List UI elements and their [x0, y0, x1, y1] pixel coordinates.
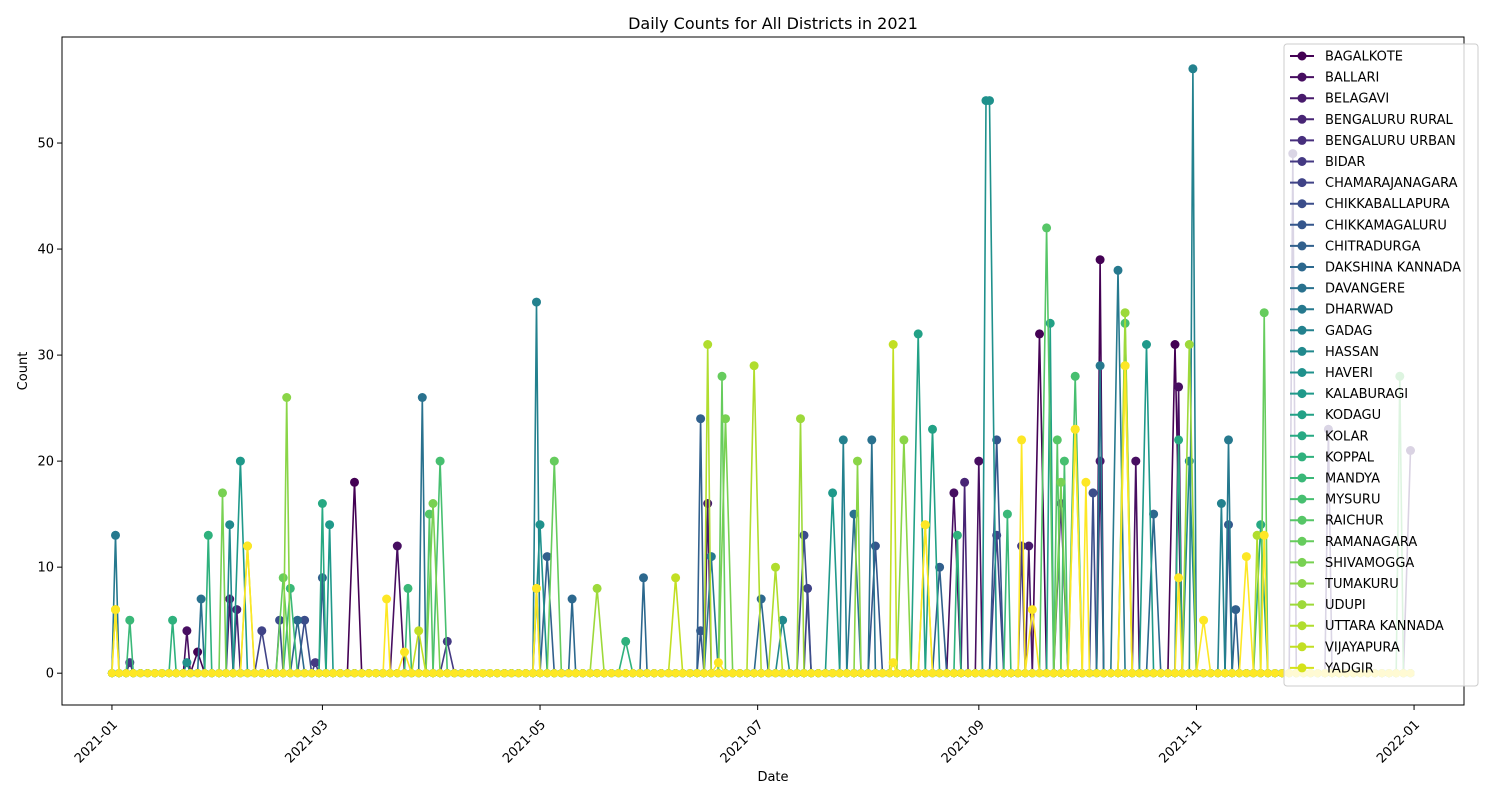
data-point [428, 499, 438, 508]
data-point [182, 626, 192, 636]
data-point [193, 647, 203, 657]
data-point [257, 626, 267, 636]
data-point [182, 658, 192, 668]
data-point [392, 541, 402, 551]
data-point [225, 520, 235, 530]
data-point [1042, 223, 1052, 233]
data-point [1259, 308, 1269, 318]
chart-title: Daily Counts for All Districts in 2021 [628, 14, 918, 33]
data-point [285, 583, 295, 593]
data-point [235, 456, 245, 466]
data-point [1045, 318, 1055, 328]
data-point [232, 605, 242, 615]
data-point [1113, 265, 1123, 275]
data-point [985, 96, 994, 106]
data-point [435, 456, 445, 466]
data-point [949, 488, 959, 498]
data-point [952, 530, 962, 540]
data-point [721, 414, 730, 424]
data-point [913, 329, 923, 339]
data-point [1017, 541, 1027, 551]
data-point [1149, 509, 1159, 519]
data-point [803, 583, 813, 593]
data-point [717, 371, 727, 381]
data-point [542, 552, 552, 562]
data-point [196, 594, 206, 604]
data-point [853, 456, 862, 466]
data-point [535, 520, 545, 530]
data-point [899, 435, 909, 445]
data-point [838, 435, 848, 445]
data-point [125, 615, 135, 625]
data-point [278, 573, 288, 583]
data-point [225, 594, 235, 604]
data-point [1216, 499, 1226, 508]
data-point [325, 520, 335, 530]
data-point [168, 615, 178, 625]
data-point [1174, 382, 1184, 392]
data-point [621, 636, 631, 646]
data-point [1052, 435, 1062, 445]
data-point [756, 594, 766, 604]
data-point [532, 297, 541, 307]
data-point [960, 477, 970, 487]
data-point [1088, 488, 1098, 498]
data-point [799, 530, 809, 540]
data-point [317, 499, 327, 508]
data-point [1059, 456, 1069, 466]
data-point [1224, 435, 1233, 445]
data-point [203, 530, 213, 540]
data-point [1035, 329, 1044, 339]
data-point [867, 435, 877, 445]
data-point [549, 456, 559, 466]
data-point [974, 456, 984, 466]
data-point [403, 583, 413, 593]
data-point [417, 393, 427, 402]
data-point [1024, 541, 1034, 551]
data-point [293, 615, 302, 625]
data-point [706, 552, 716, 562]
plot-background [62, 37, 1464, 705]
data-point [1170, 340, 1180, 349]
data-point [567, 594, 577, 604]
data-point [282, 393, 292, 402]
data-point [870, 541, 880, 551]
data-point [1131, 456, 1141, 466]
data-point [310, 658, 320, 668]
data-point [1142, 340, 1151, 349]
data-point [703, 499, 713, 508]
data-point [639, 573, 648, 583]
data-point [1095, 255, 1105, 265]
data-point [1095, 361, 1105, 371]
data-point [1174, 435, 1184, 445]
plot-area [61, 36, 1465, 706]
data-point [300, 615, 310, 625]
data-point [1231, 605, 1241, 615]
data-point [928, 424, 937, 434]
data-point [218, 488, 227, 498]
data-point [778, 615, 788, 625]
data-point [1002, 509, 1012, 519]
data-point [1056, 477, 1066, 487]
data-point [696, 414, 706, 424]
data-point [1095, 456, 1105, 466]
data-point [1070, 371, 1080, 381]
data-point [350, 477, 359, 487]
data-point [442, 636, 452, 646]
data-point [111, 530, 120, 540]
data-point [1224, 520, 1233, 530]
data-point [1188, 64, 1198, 74]
data-point [424, 509, 434, 519]
data-point [1256, 520, 1266, 530]
data-point [828, 488, 838, 498]
data-point [317, 573, 327, 583]
